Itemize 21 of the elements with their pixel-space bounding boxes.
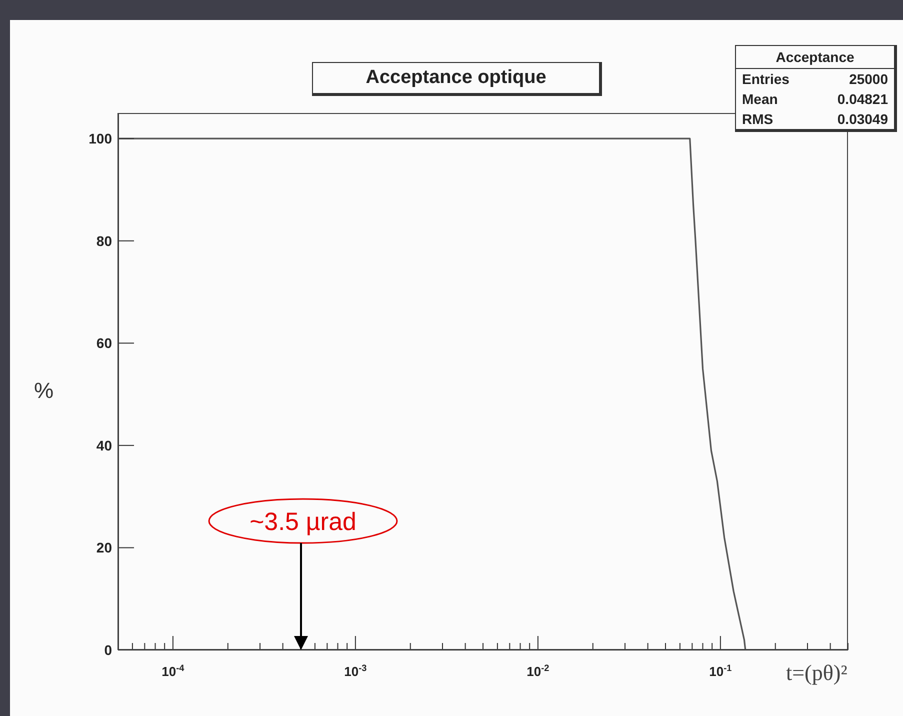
text: Entries <box>742 71 790 87</box>
y-tick-label: 20 <box>96 540 112 556</box>
y-tick-label: 100 <box>88 130 112 147</box>
text: Acceptance <box>736 46 894 69</box>
x-tick-label: 10$^{-3}$ <box>344 663 367 679</box>
y-tick-label: 40 <box>96 437 112 454</box>
annotation: RMS <box>742 111 774 127</box>
text: 0.04821 <box>837 91 888 107</box>
text: 25000 <box>849 71 888 87</box>
x-tick-label: 10$^{-1}$ <box>709 663 732 679</box>
text: Mean <box>742 91 778 107</box>
annotation: 0.03049 <box>837 111 888 127</box>
x-tick-label: 10$^{-2}$ <box>526 663 550 679</box>
x-tick-label: 10$^{-4}$ <box>162 663 186 679</box>
x-axis-title: t=(pθ)² <box>786 660 848 686</box>
y-tick-label: 60 <box>96 335 112 352</box>
y-tick-label: 0 <box>104 642 112 658</box>
y-axis-title: % <box>34 378 54 404</box>
chart-title: Acceptance optique <box>312 62 602 96</box>
annotation: ~3.5 µrad <box>250 508 356 536</box>
y-tick-label: 80 <box>96 232 112 249</box>
